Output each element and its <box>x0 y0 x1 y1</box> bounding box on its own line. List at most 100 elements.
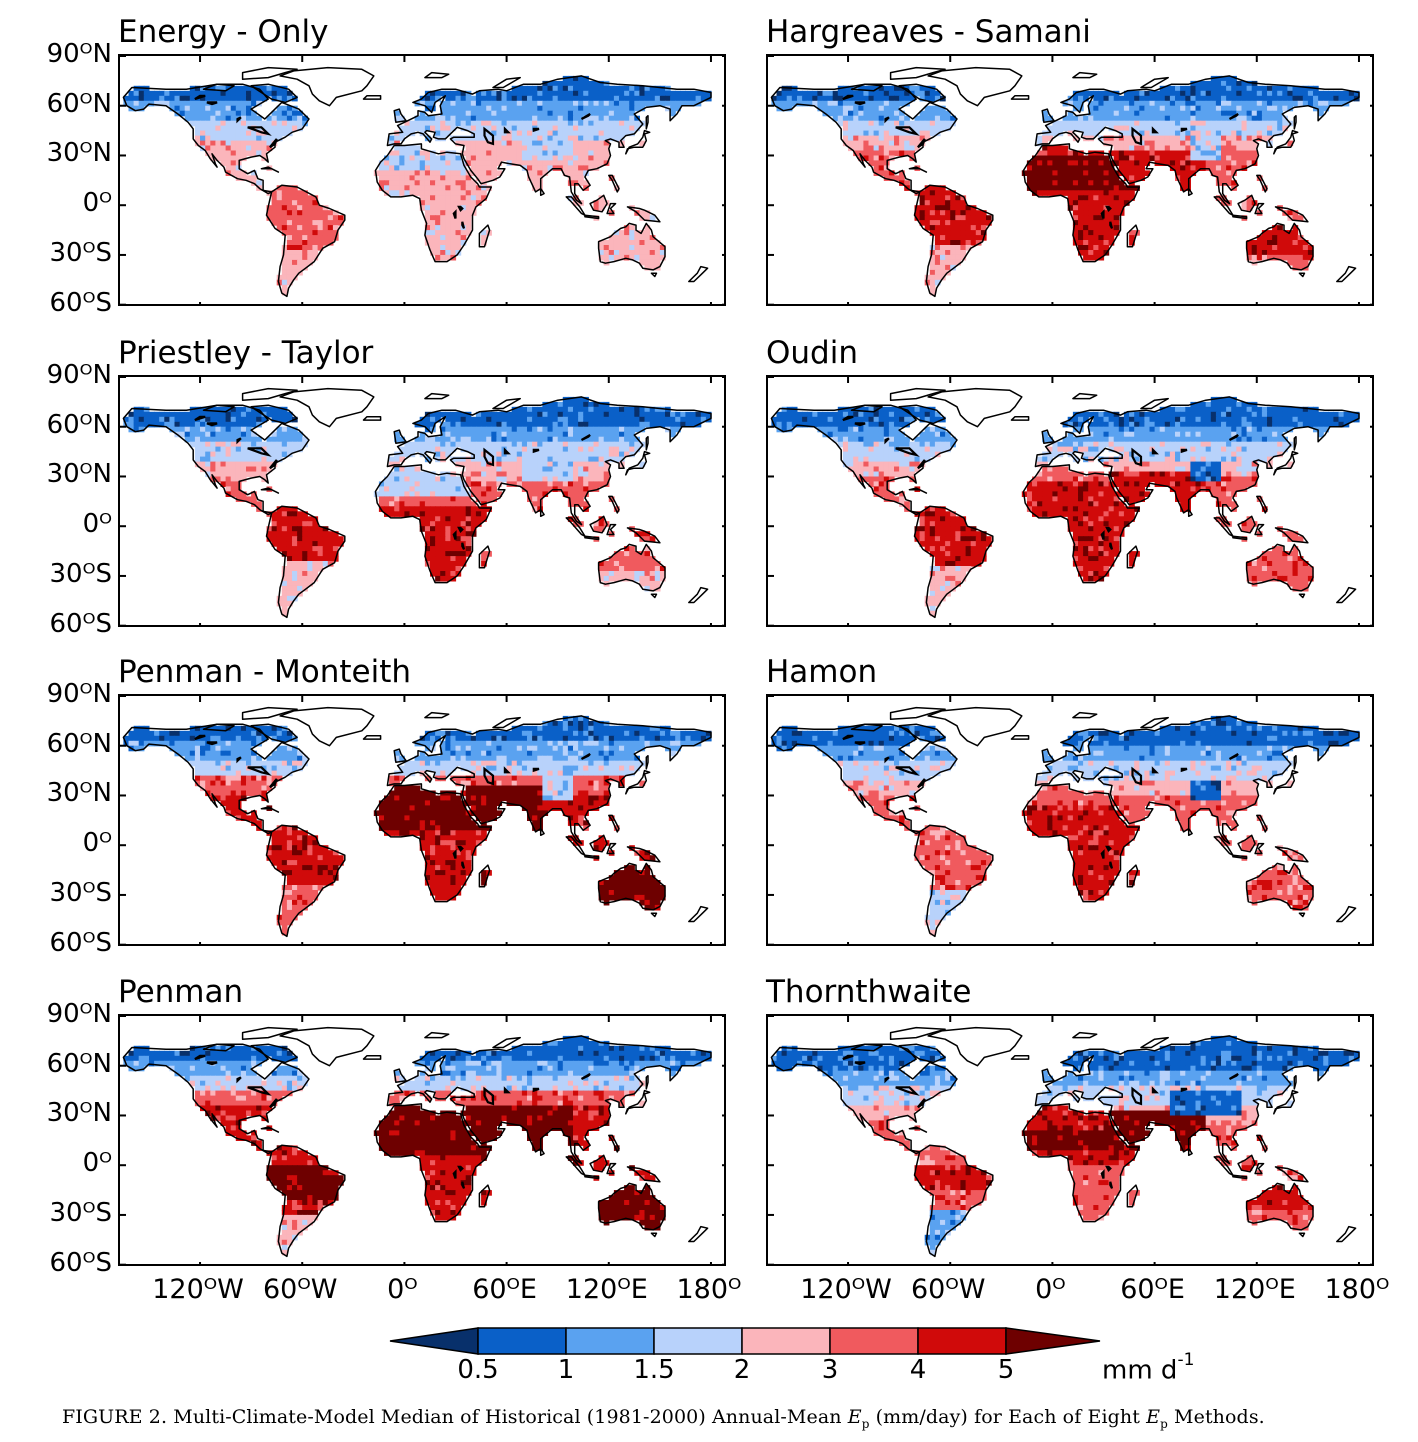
grid-cell <box>960 230 967 236</box>
grid-cell <box>1093 210 1099 216</box>
grid-cell <box>251 431 257 438</box>
grid-cell <box>1205 115 1212 122</box>
grid-cell <box>240 150 247 157</box>
grid-cell <box>613 551 620 557</box>
grid-cell <box>578 426 584 433</box>
grid-cell <box>1078 120 1084 127</box>
grid-cell <box>210 451 216 458</box>
grid-cell <box>220 456 227 463</box>
grid-cell <box>593 145 600 152</box>
grid-cell <box>1215 110 1222 117</box>
grid-cell <box>634 90 640 97</box>
grid-cell <box>1072 190 1079 196</box>
grid-cell <box>542 466 549 473</box>
grid-cell <box>1113 175 1120 181</box>
grid-cell <box>1093 105 1099 112</box>
grid-cell <box>1088 155 1094 162</box>
grid-cell <box>419 200 426 206</box>
grid-cell <box>516 421 523 428</box>
grid-cell <box>281 190 288 196</box>
grid-cell <box>1185 95 1191 102</box>
grid-cell <box>460 471 467 478</box>
grid-cell <box>460 185 467 191</box>
grid-cell <box>246 90 252 97</box>
grid-cell <box>878 155 885 162</box>
grid-cell <box>246 496 252 502</box>
grid-cell <box>312 254 319 261</box>
grid-cell <box>1318 90 1324 97</box>
grid-cell <box>194 426 201 433</box>
grid-cell <box>297 230 303 236</box>
grid-cell <box>440 100 446 107</box>
grid-cell <box>1134 165 1140 171</box>
grid-cell <box>598 140 605 147</box>
grid-cell <box>547 115 554 122</box>
grid-cell <box>394 476 400 483</box>
grid-cell <box>873 95 880 102</box>
grid-cell <box>475 200 482 206</box>
grid-cell <box>1185 115 1191 122</box>
grid-cell <box>251 90 257 97</box>
grid-cell <box>230 95 237 102</box>
grid-cell <box>639 250 646 256</box>
grid-cell <box>486 135 492 142</box>
grid-cell <box>338 215 344 221</box>
grid-cell <box>934 225 941 231</box>
grid-cell <box>878 105 885 112</box>
grid-cell <box>588 476 594 483</box>
grid-cell <box>598 195 605 201</box>
grid-cell <box>327 541 334 547</box>
grid-cell <box>608 90 615 97</box>
grid-cell <box>460 95 467 102</box>
grid-cell <box>1139 145 1145 152</box>
grid-cell <box>567 90 574 97</box>
grid-cell <box>460 125 467 132</box>
grid-cell <box>945 120 951 127</box>
grid-cell <box>567 431 574 438</box>
grid-cell <box>665 100 671 107</box>
grid-cell <box>307 240 313 246</box>
grid-cell <box>317 215 324 221</box>
grid-cell <box>1129 240 1135 246</box>
grid-cell <box>598 90 605 97</box>
grid-cell <box>812 100 818 107</box>
grid-cell <box>904 145 910 152</box>
grid-cell <box>888 150 895 157</box>
grid-cell <box>1267 254 1273 261</box>
grid-cell <box>389 476 395 483</box>
grid-cell <box>552 95 559 102</box>
grid-cell <box>1169 105 1176 112</box>
grid-cell <box>501 461 508 468</box>
grid-cell <box>858 140 864 147</box>
grid-cell <box>1103 230 1110 236</box>
grid-cell <box>619 250 625 256</box>
grid-cell <box>1078 210 1084 216</box>
grid-cell <box>164 95 170 102</box>
grid-cell <box>1226 140 1232 147</box>
grid-cell <box>189 120 196 127</box>
grid-cell <box>516 461 523 468</box>
grid-cell <box>225 471 232 478</box>
grid-cell <box>1113 120 1120 127</box>
grid-cell <box>598 441 605 448</box>
grid-cell <box>542 155 549 162</box>
grid-cell <box>189 441 196 448</box>
grid-cell <box>1083 195 1089 201</box>
grid-cell <box>608 95 615 102</box>
grid-cell <box>430 556 436 562</box>
grid-cell <box>1287 140 1294 147</box>
grid-cell <box>690 416 697 423</box>
grid-cell <box>194 446 201 453</box>
grid-cell <box>1215 155 1222 162</box>
grid-cell <box>532 486 538 492</box>
grid-cell <box>929 269 936 276</box>
grid-cell <box>832 90 839 97</box>
grid-cell <box>430 496 436 502</box>
grid-cell <box>307 210 313 216</box>
grid-cell <box>853 120 859 127</box>
grid-cell <box>225 100 232 107</box>
grid-cell <box>481 471 487 478</box>
grid-cell <box>603 436 610 443</box>
grid-cell <box>1078 195 1084 201</box>
grid-cell <box>481 155 487 162</box>
